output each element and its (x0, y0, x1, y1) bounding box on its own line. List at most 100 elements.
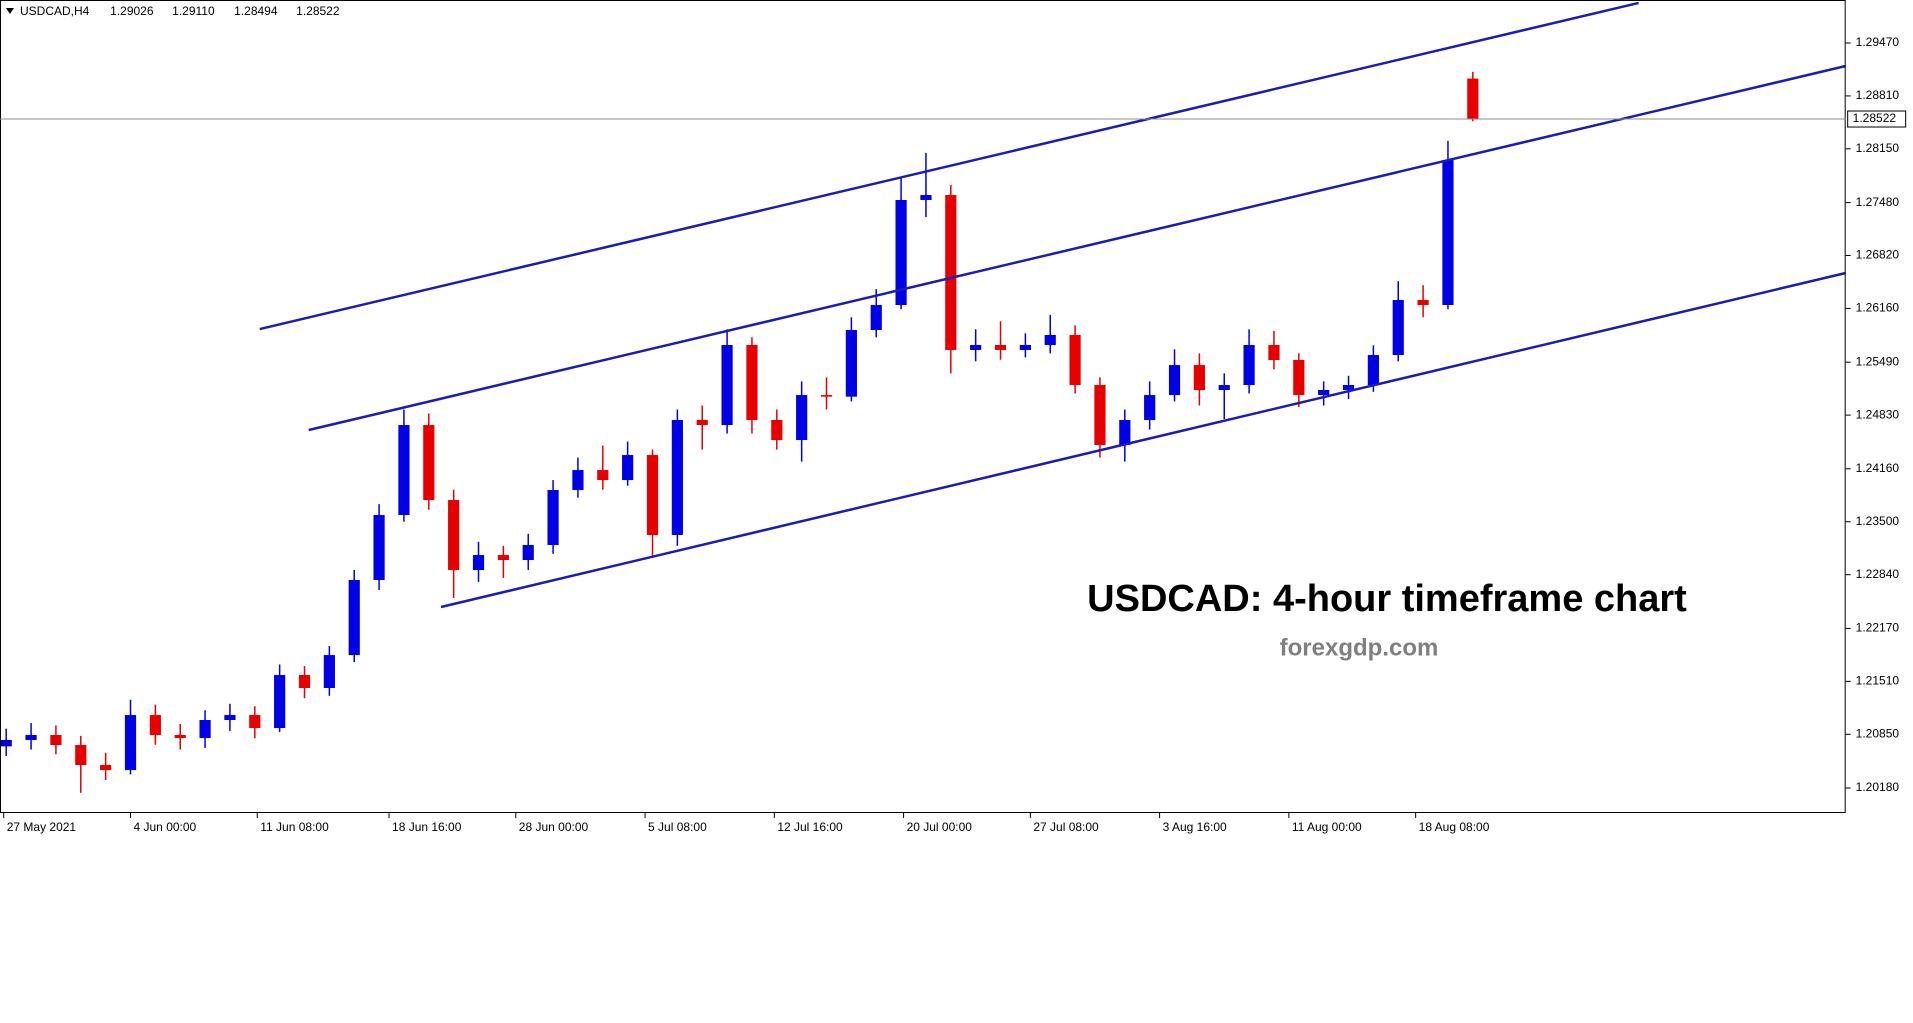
candle-body (174, 735, 186, 739)
candle-body (696, 419, 708, 426)
candle-body (298, 675, 311, 689)
x-tick-label: 18 Jun 16:00 (392, 820, 462, 834)
header-value: 1.29026 (110, 4, 154, 18)
header-value: 1.29110 (172, 4, 215, 18)
x-tick-label: 5 Jul 08:00 (648, 820, 707, 834)
candle-body (920, 195, 932, 201)
candle-body (0, 739, 12, 747)
y-tick-label: 1.22170 (1856, 621, 1900, 635)
candle-body (249, 715, 261, 729)
candle-body (1218, 385, 1230, 391)
candle-body (1044, 334, 1056, 346)
candle-body (522, 545, 534, 561)
x-tick-label: 27 Jul 08:00 (1033, 820, 1099, 834)
candle-body (149, 715, 161, 736)
candle-body (398, 425, 410, 516)
candle-body (423, 425, 435, 501)
candle-body (1094, 385, 1106, 446)
candle-body (199, 720, 211, 739)
y-tick-label: 1.29470 (1856, 35, 1900, 49)
x-tick-label: 28 Jun 00:00 (519, 820, 589, 834)
candle-body (945, 195, 957, 350)
channel-line (308, 64, 1846, 432)
candle-body (1467, 78, 1479, 120)
candle-body (1392, 300, 1404, 356)
candle-body (1243, 345, 1255, 386)
plot-frame (0, 0, 1846, 813)
candle-body (274, 675, 286, 729)
chart-subtitle: forexgdp.com (1280, 634, 1439, 661)
candle-body (448, 500, 460, 571)
candle-body (820, 395, 833, 397)
y-tick-label: 1.24160 (1856, 461, 1900, 475)
candle-body (970, 345, 982, 350)
x-tick-label: 12 Jul 16:00 (777, 820, 843, 834)
candle-body (895, 200, 907, 305)
price-label: 1.28522 (1853, 111, 1897, 125)
candle-body (1318, 390, 1330, 396)
candle-body (348, 579, 360, 656)
x-tick-label: 27 May 2021 (7, 820, 77, 834)
header-arrow (6, 8, 14, 14)
candle-body (124, 715, 137, 771)
y-tick-label: 1.27480 (1856, 195, 1900, 209)
candle-body (373, 515, 385, 580)
candle-body (50, 735, 62, 746)
candle-body (224, 715, 236, 721)
candle-body (1144, 395, 1156, 420)
candle-body (323, 655, 335, 689)
chart-title: USDCAD: 4-hour timeframe chart (1087, 578, 1687, 620)
x-tick-label: 11 Jun 08:00 (260, 820, 329, 834)
y-tick-label: 1.26160 (1856, 301, 1900, 315)
candle-body (746, 345, 758, 420)
y-tick-label: 1.26820 (1856, 248, 1900, 262)
candle-body (1442, 159, 1454, 305)
candle-body (100, 765, 112, 771)
candle-body (1293, 360, 1305, 396)
channel-line (259, 1, 1639, 331)
y-tick-label: 1.28810 (1856, 88, 1900, 102)
candle-body (1417, 300, 1429, 305)
candle-body (1168, 365, 1181, 396)
candle-body (1342, 385, 1355, 391)
y-tick-label: 1.20850 (1856, 726, 1900, 740)
header-value: 1.28522 (296, 4, 340, 18)
candle-body (1268, 345, 1280, 361)
candle-body (771, 419, 783, 441)
channel-line (440, 271, 1846, 609)
candle-body (845, 330, 857, 397)
header-value: 1.28494 (234, 4, 278, 18)
y-tick-label: 1.23500 (1856, 514, 1900, 528)
candle-body (796, 395, 808, 441)
candle-body (671, 419, 683, 535)
candle-body (25, 735, 37, 740)
candle-body (572, 470, 584, 491)
candle-body (597, 470, 609, 481)
candle-body (497, 555, 509, 561)
x-tick-label: 11 Aug 00:00 (1292, 820, 1362, 834)
y-tick-label: 1.24830 (1856, 407, 1900, 421)
candle-body (547, 490, 559, 546)
y-tick-label: 1.25490 (1856, 354, 1900, 368)
x-tick-label: 3 Aug 16:00 (1163, 820, 1227, 834)
y-tick-label: 1.20180 (1856, 780, 1900, 794)
y-tick-label: 1.22840 (1856, 567, 1900, 581)
candle-body (1193, 365, 1205, 391)
x-tick-label: 18 Aug 08:00 (1419, 820, 1490, 834)
candle-body (1367, 355, 1379, 386)
candle-body (75, 745, 87, 766)
candle-body (1069, 334, 1081, 386)
x-tick-label: 4 Jun 00:00 (134, 820, 197, 834)
candle-body (1119, 419, 1131, 446)
candle-body (646, 455, 659, 535)
candle-body (870, 304, 882, 331)
candle-body (721, 345, 733, 426)
price-label-box (1847, 110, 1907, 128)
y-tick-label: 1.28150 (1856, 141, 1900, 155)
candle-body (994, 345, 1007, 350)
x-tick-label: 20 Jul 00:00 (907, 820, 973, 834)
candle-body (1019, 345, 1031, 350)
